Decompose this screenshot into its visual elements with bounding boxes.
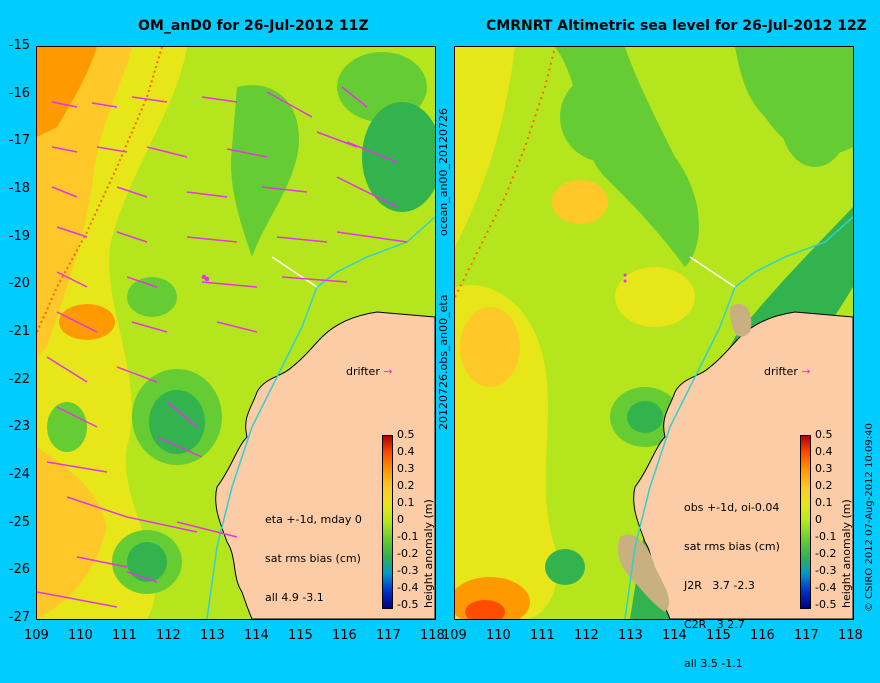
left-info-box: eta +-1d, mday 0 sat rms bias (cm) all 4… bbox=[265, 487, 362, 617]
info-line: all 4.9 -3.1 bbox=[265, 591, 324, 604]
drifter-label: drifter bbox=[764, 365, 798, 378]
drifter-arrow-icon: → bbox=[801, 365, 811, 378]
copyright-label: © CSIRO 2012 07-Aug-2012 10:09:40 bbox=[864, 423, 875, 612]
lon-tick: 117 bbox=[376, 628, 401, 643]
lon-tick: 115 bbox=[288, 628, 313, 643]
info-line: sat rms bias (cm) bbox=[265, 552, 361, 565]
lon-tick: 111 bbox=[112, 628, 137, 643]
current-vectors bbox=[37, 86, 408, 608]
lon-tick: 115 bbox=[706, 628, 731, 643]
colorbar-tick: 0.3 bbox=[397, 462, 415, 475]
lon-tick: 118 bbox=[838, 628, 863, 643]
lon-tick: 113 bbox=[618, 628, 643, 643]
lon-tick: 110 bbox=[486, 628, 511, 643]
colorbar-tick: 0.1 bbox=[815, 496, 833, 509]
right-info-box: obs +-1d, oi-0.04 sat rms bias (cm) J2R … bbox=[684, 475, 780, 683]
lat-tick: -27 bbox=[8, 610, 30, 625]
colorbar-tick: -0.2 bbox=[815, 547, 837, 560]
right-drifter-label: drifter → bbox=[764, 365, 811, 378]
lon-tick: 112 bbox=[574, 628, 599, 643]
lon-tick: 116 bbox=[750, 628, 775, 643]
lon-tick: 114 bbox=[244, 628, 269, 643]
colorbar-tick: 0.5 bbox=[815, 428, 833, 441]
lat-tick: -16 bbox=[8, 86, 30, 101]
colorbar-tick: 0 bbox=[397, 513, 404, 526]
colorbar-tick: -0.3 bbox=[815, 564, 837, 577]
colorbar-tick: -0.1 bbox=[815, 530, 837, 543]
colorbar-tick: 0.1 bbox=[397, 496, 415, 509]
lat-tick: -20 bbox=[8, 276, 30, 291]
colorbar-tick: -0.1 bbox=[397, 530, 419, 543]
lon-tick: 114 bbox=[662, 628, 687, 643]
lat-tick: -22 bbox=[8, 372, 30, 387]
model-file-label: ocean_an00_20120726 bbox=[437, 108, 450, 236]
left-map-panel bbox=[36, 46, 436, 620]
lat-tick: -17 bbox=[8, 133, 30, 148]
colorbar-title: height anomaly (m) bbox=[840, 499, 853, 608]
lon-tick: 111 bbox=[530, 628, 555, 643]
lat-tick: -26 bbox=[8, 562, 30, 577]
lat-tick: -23 bbox=[8, 419, 30, 434]
lat-tick: -15 bbox=[8, 38, 30, 53]
colorbar-tick: 0.4 bbox=[397, 445, 415, 458]
left-map bbox=[37, 47, 435, 619]
info-line: obs +-1d, oi-0.04 bbox=[684, 501, 780, 514]
lon-tick: 109 bbox=[442, 628, 467, 643]
colorbar-tick: -0.4 bbox=[815, 581, 837, 594]
lat-tick: -19 bbox=[8, 229, 30, 244]
right-map-panel bbox=[454, 46, 854, 620]
left-panel-title: OM_anD0 for 26-Jul-2012 11Z bbox=[138, 18, 369, 34]
drifter-arrow-icon: → bbox=[383, 365, 393, 378]
info-line: J2R 3.7 -2.3 bbox=[684, 579, 755, 592]
colorbar-tick: 0.2 bbox=[815, 479, 833, 492]
colorbar-title: height anomaly (m) bbox=[422, 499, 435, 608]
right-panel-title: CMRNRT Altimetric sea level for 26-Jul-2… bbox=[486, 18, 867, 34]
colorbar-gradient bbox=[382, 435, 393, 609]
info-line: sat rms bias (cm) bbox=[684, 540, 780, 553]
info-line: eta +-1d, mday 0 bbox=[265, 513, 362, 526]
info-line: all 3.5 -1.1 bbox=[684, 657, 743, 670]
colorbar-tick: 0.5 bbox=[397, 428, 415, 441]
colorbar-tick: 0.4 bbox=[815, 445, 833, 458]
colorbar-tick: 0 bbox=[815, 513, 822, 526]
right-map bbox=[455, 47, 853, 619]
lon-tick: 116 bbox=[332, 628, 357, 643]
left-drifter-label: drifter → bbox=[346, 365, 393, 378]
colorbar-tick: 0.2 bbox=[397, 479, 415, 492]
colorbar-tick: -0.5 bbox=[397, 598, 419, 611]
info-line: C2R 3 2.7 bbox=[684, 618, 745, 631]
lat-tick: -25 bbox=[8, 515, 30, 530]
colorbar-tick: -0.3 bbox=[397, 564, 419, 577]
lon-tick: 109 bbox=[24, 628, 49, 643]
lon-tick: 110 bbox=[68, 628, 93, 643]
lon-tick: 117 bbox=[794, 628, 819, 643]
lon-tick: 112 bbox=[156, 628, 181, 643]
colorbar-gradient bbox=[800, 435, 811, 609]
colorbar-tick: -0.5 bbox=[815, 598, 837, 611]
colorbar-tick: -0.4 bbox=[397, 581, 419, 594]
lat-tick: -18 bbox=[8, 181, 30, 196]
lat-tick: -21 bbox=[8, 324, 30, 339]
lat-tick: -24 bbox=[8, 467, 30, 482]
lon-tick: 118 bbox=[420, 628, 445, 643]
colorbar-tick: 0.3 bbox=[815, 462, 833, 475]
obs-file-label: 20120726.obs_an00_eta bbox=[437, 294, 450, 430]
lon-tick: 113 bbox=[200, 628, 225, 643]
drifter-label: drifter bbox=[346, 365, 380, 378]
colorbar-tick: -0.2 bbox=[397, 547, 419, 560]
